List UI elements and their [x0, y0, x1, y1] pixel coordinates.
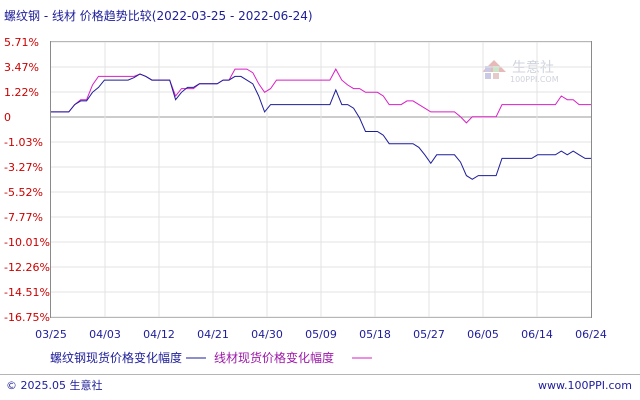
y-tick-label: -12.26% [4, 261, 50, 274]
y-axis-ticks: 5.71% 3.47% 1.22% 0 -1.03% -3.27% -5.52% -7.77%… [4, 36, 50, 324]
legend: 螺纹钢现货价格变化幅度 线材现货价格变化幅度 [50, 350, 372, 365]
series-lines [51, 68, 591, 180]
x-tick-label: 06/05 [467, 328, 499, 341]
y-tick-label: 0 [4, 111, 11, 124]
y-tick-label: -7.77% [4, 211, 43, 224]
y-tick-label: -3.27% [4, 161, 43, 174]
legend-label-wire: 线材现货价格变化幅度 [214, 350, 334, 365]
footer-site: www.100PPI.com [538, 379, 632, 392]
gridlines [51, 41, 591, 318]
x-tick-label: 05/09 [305, 328, 337, 341]
y-tick-label: -5.52% [4, 186, 43, 199]
legend-label-rebar: 螺纹钢现货价格变化幅度 [50, 350, 182, 365]
watermark-logo-icon [482, 60, 506, 79]
watermark: 生意社 100PPI.COM [482, 59, 559, 84]
footer-copyright: © 2025.05 生意社 [6, 378, 102, 392]
x-tick-label: 06/24 [575, 328, 607, 341]
x-tick-label: 06/14 [521, 328, 553, 341]
x-axis-ticks: 03/25 04/03 04/12 04/21 04/30 05/09 05/18 05/27… [35, 328, 607, 341]
y-tick-label: 1.22% [4, 86, 39, 99]
y-tick-label: -16.75% [4, 311, 50, 324]
x-tick-label: 04/03 [89, 328, 121, 341]
x-tick-label: 03/25 [35, 328, 67, 341]
series-line-rebar [51, 73, 591, 180]
y-tick-label: -1.03% [4, 136, 43, 149]
y-tick-label: -10.01% [4, 236, 50, 249]
x-tick-label: 04/12 [143, 328, 175, 341]
x-tick-label: 05/18 [359, 328, 391, 341]
x-tick-label: 04/21 [197, 328, 229, 341]
y-tick-label: 5.71% [4, 36, 39, 49]
chart-title: 螺纹钢 - 线材 价格趋势比较(2022-03-25 - 2022-06-24) [4, 8, 313, 23]
x-tick-label: 05/27 [413, 328, 445, 341]
watermark-subtext: 100PPI.COM [510, 75, 559, 84]
y-tick-label: 3.47% [4, 61, 39, 74]
x-tick-label: 04/30 [251, 328, 283, 341]
y-tick-label: -14.51% [4, 286, 50, 299]
